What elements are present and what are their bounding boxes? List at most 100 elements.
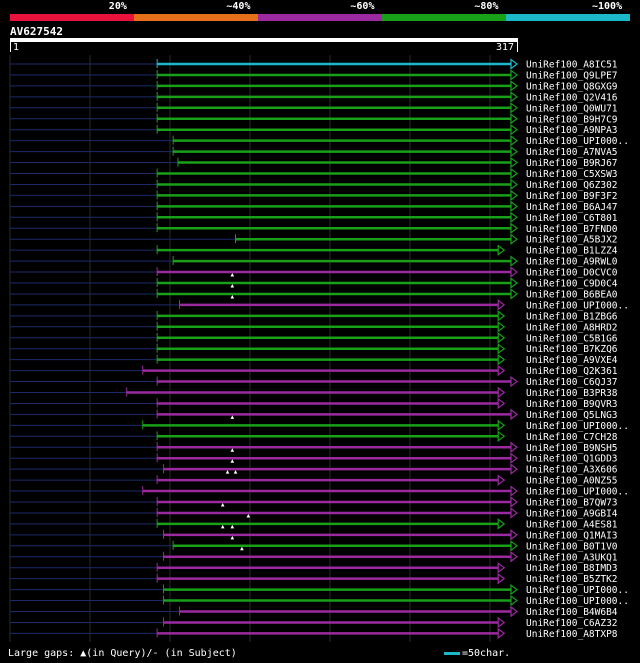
hit-row[interactable]: UniRef100_B6BEA0 [10,288,618,301]
hit-row[interactable]: UniRef100_C6AZ32 [10,616,618,629]
hit-row[interactable]: UniRef100_Q2K361 [10,364,618,378]
hit-label[interactable]: UniRef100_C5B1G6 [526,333,618,344]
hit-label[interactable]: UniRef100_B9F3F2 [526,191,618,202]
hit-label[interactable]: UniRef100_UPI000.. [526,596,629,607]
hit-row[interactable]: UniRef100_Q5LNG3 [10,408,618,421]
hit-label[interactable]: UniRef100_UPI000.. [526,300,629,311]
hit-label[interactable]: UniRef100_C7CH28 [526,432,618,443]
hit-row[interactable]: UniRef100_B9F3F2 [10,189,618,202]
hit-row[interactable]: UniRef100_Q1GDD3 [10,452,618,465]
hit-row[interactable]: UniRef100_C6T801 [10,211,618,224]
hit-label[interactable]: UniRef100_A3X606 [526,465,618,476]
hit-label[interactable]: UniRef100_UPI000.. [526,421,629,432]
hit-row[interactable]: UniRef100_B3PR38 [10,386,618,400]
hit-row[interactable]: UniRef100_UPI000.. [10,299,629,312]
hit-row[interactable]: UniRef100_B7QW73 [10,496,618,509]
hit-label[interactable]: UniRef100_A0NZ55 [526,476,618,487]
hit-label[interactable]: UniRef100_UPI000.. [526,585,629,596]
hit-label[interactable]: UniRef100_B3PR38 [526,388,618,399]
hit-label[interactable]: UniRef100_A9GBI4 [526,508,618,519]
hit-label[interactable]: UniRef100_A9NPA3 [526,125,618,136]
hit-row[interactable]: UniRef100_C9D0C4 [10,277,618,290]
hit-label[interactable]: UniRef100_C6T801 [526,213,618,224]
hit-label[interactable]: UniRef100_Q8GXG9 [526,81,618,92]
hit-row[interactable]: UniRef100_A9GBI4 [10,507,618,520]
hit-row[interactable]: UniRef100_B6AJ47 [10,200,618,213]
hit-row[interactable]: UniRef100_A8TXP8 [10,627,618,640]
hit-row[interactable]: UniRef100_A3X606 [10,463,618,476]
hit-row[interactable]: UniRef100_B1ZBG6 [10,310,618,323]
hit-row[interactable]: UniRef100_C7CH28 [10,430,618,443]
hit-label[interactable]: UniRef100_B7QW73 [526,498,618,509]
hit-row[interactable]: UniRef100_B0T1V0 [10,540,618,553]
hit-label[interactable]: UniRef100_B6AJ47 [526,202,618,213]
hit-label[interactable]: UniRef100_C5XSW3 [526,169,618,180]
hit-row[interactable]: UniRef100_UPI000.. [10,419,629,432]
hit-row[interactable]: UniRef100_C6QJ37 [10,375,618,389]
hit-label[interactable]: UniRef100_A7NVA5 [526,147,618,158]
hit-row[interactable]: UniRef100_B8IMD3 [10,562,618,575]
hit-row[interactable]: UniRef100_Q9LPE7 [10,69,618,82]
hit-label[interactable]: UniRef100_B9RJ67 [526,158,618,169]
hit-row[interactable]: UniRef100_A9NPA3 [10,123,618,137]
hit-label[interactable]: UniRef100_B8IMD3 [526,563,618,574]
hit-label[interactable]: UniRef100_A4ES81 [526,519,618,530]
hit-label[interactable]: UniRef100_B1LZZ4 [526,246,618,257]
hit-label[interactable]: UniRef100_A9VXE4 [526,355,618,366]
hit-row[interactable]: UniRef100_UPI000.. [10,594,629,608]
hit-label[interactable]: UniRef100_Q9LPE7 [526,70,618,81]
hit-label[interactable]: UniRef100_A8HRD2 [526,322,618,333]
hit-row[interactable]: UniRef100_UPI000.. [10,583,629,597]
hit-label[interactable]: UniRef100_A9RWL0 [526,257,618,268]
hit-label[interactable]: UniRef100_B6BEA0 [526,289,618,300]
hit-row[interactable]: UniRef100_A8HRD2 [10,321,618,334]
hit-row[interactable]: UniRef100_B7KZQ6 [10,343,618,356]
hit-row[interactable]: UniRef100_B7FND0 [10,222,618,235]
hit-row[interactable]: UniRef100_Q8GXG9 [10,80,618,93]
hit-row[interactable]: UniRef100_B9H7C9 [10,113,618,126]
hit-row[interactable]: UniRef100_B9RJ67 [10,156,618,170]
hit-label[interactable]: UniRef100_B9QVR3 [526,399,618,410]
hit-row[interactable]: UniRef100_A9RWL0 [10,255,618,268]
hit-row[interactable]: UniRef100_UPI000.. [10,485,629,498]
hit-row[interactable]: UniRef100_B5ZTK2 [10,572,618,586]
hit-row[interactable]: UniRef100_A9VXE4 [10,353,618,367]
hit-row[interactable]: UniRef100_B1LZZ4 [10,244,618,257]
hit-row[interactable]: UniRef100_D0CVC0 [10,266,618,279]
hit-label[interactable]: UniRef100_Q1GDD3 [526,454,618,465]
hit-label[interactable]: UniRef100_Q0WU71 [526,103,618,114]
hit-row[interactable]: UniRef100_A5BJX2 [10,233,618,246]
hit-label[interactable]: UniRef100_B9NSH5 [526,443,618,454]
hit-label[interactable]: UniRef100_C6AZ32 [526,618,618,629]
hit-label[interactable]: UniRef100_D0CVC0 [526,268,618,279]
hit-row[interactable]: UniRef100_B9NSH5 [10,441,618,454]
hit-label[interactable]: UniRef100_UPI000.. [526,136,629,147]
hit-label[interactable]: UniRef100_B1ZBG6 [526,311,618,322]
hit-label[interactable]: UniRef100_UPI000.. [526,487,629,498]
hit-label[interactable]: UniRef100_A3UKQ1 [526,552,618,563]
hit-label[interactable]: UniRef100_C9D0C4 [526,279,618,290]
hit-row[interactable]: UniRef100_Q0WU71 [10,102,618,115]
hit-label[interactable]: UniRef100_Q6Z302 [526,180,618,191]
hit-row[interactable]: UniRef100_A7NVA5 [10,145,618,159]
hit-row[interactable]: UniRef100_A4ES81 [10,518,618,531]
hit-row[interactable]: UniRef100_UPI000.. [10,134,629,148]
hit-label[interactable]: UniRef100_Q2K361 [526,366,618,377]
hit-label[interactable]: UniRef100_Q1MAI3 [526,530,618,541]
hit-row[interactable]: UniRef100_Q1MAI3 [10,529,618,542]
hit-row[interactable]: UniRef100_A0NZ55 [10,474,618,487]
hit-label[interactable]: UniRef100_B7FND0 [526,224,618,235]
hit-label[interactable]: UniRef100_B5ZTK2 [526,574,618,585]
hit-row[interactable]: UniRef100_Q6Z302 [10,178,618,191]
hit-row[interactable]: UniRef100_C5XSW3 [10,167,618,181]
hit-label[interactable]: UniRef100_A8IC51 [526,60,618,71]
hit-row[interactable]: UniRef100_Q2V416 [10,91,618,104]
hit-label[interactable]: UniRef100_B7KZQ6 [526,344,618,355]
hit-row[interactable]: UniRef100_A3UKQ1 [10,551,618,564]
hit-row[interactable]: UniRef100_B9QVR3 [10,397,618,410]
hit-label[interactable]: UniRef100_C6QJ37 [526,377,618,388]
hit-row[interactable]: UniRef100_B4W6B4 [10,605,618,619]
hit-row[interactable]: UniRef100_C5B1G6 [10,332,618,345]
hit-label[interactable]: UniRef100_A5BJX2 [526,235,618,246]
hit-label[interactable]: UniRef100_Q2V416 [526,92,618,103]
